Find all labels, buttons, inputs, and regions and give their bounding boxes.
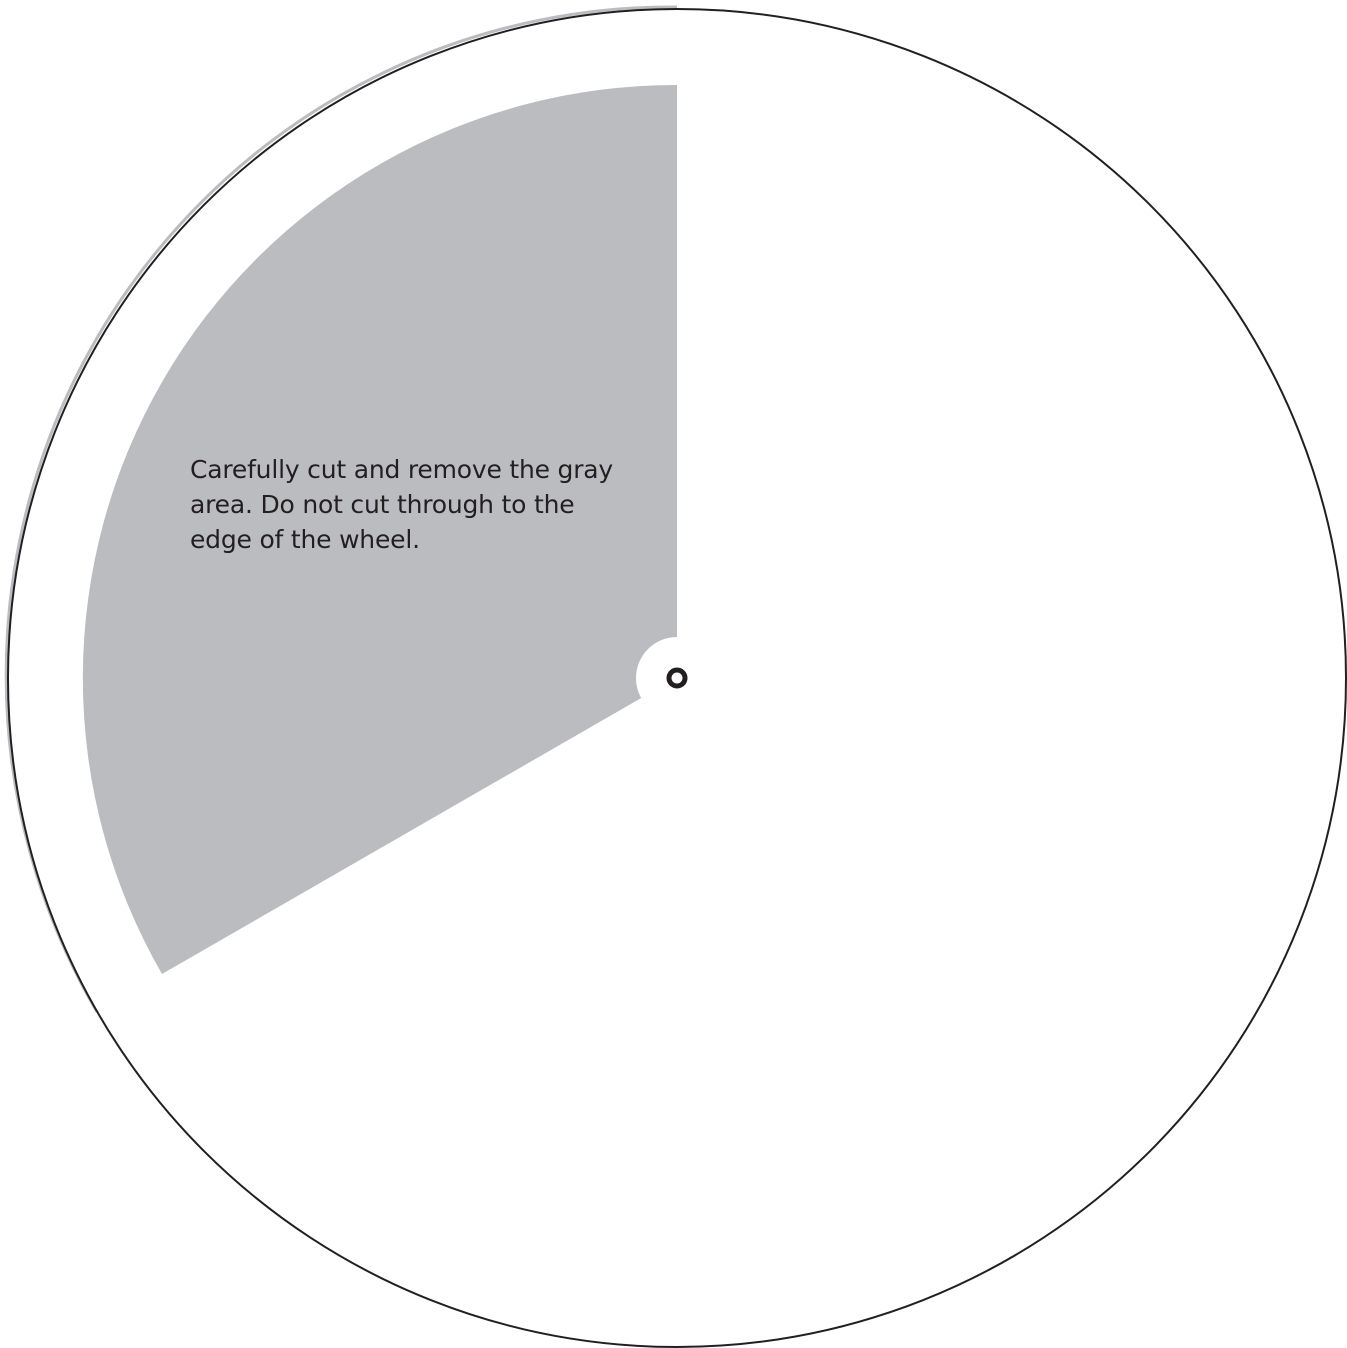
wheel-ghost-edge <box>4 5 678 1013</box>
center-pivot-ring <box>666 667 688 689</box>
cutout-sector <box>82 84 678 974</box>
cut-instruction-text: Carefully cut and remove the gray area. … <box>190 455 614 554</box>
